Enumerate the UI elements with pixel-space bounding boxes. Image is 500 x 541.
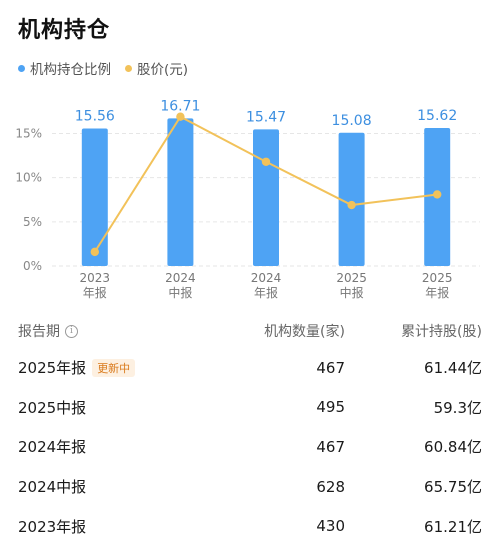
y-tick-label: 0% [23,259,42,273]
header-period: 报告期 i [18,321,218,341]
x-tick-label: 2024 [165,271,196,285]
bar [167,118,194,266]
cell-count: 467 [316,437,345,456]
header-count: 机构数量(家) [264,324,345,340]
cell-period: 2023年报 [18,517,87,536]
legend-dot-yellow-icon [125,64,132,72]
x-tick-label: 2024 [251,271,282,285]
legend-label: 股价(元) [137,62,189,78]
x-tick-label: 年报 [425,285,449,300]
holdings-table: 报告期 i 机构数量(家) 累计持股(股) 2025年报 更新中 467 61.44亿… [0,314,500,541]
cell-shares: 60.84亿 [424,438,482,457]
cell-count: 628 [316,477,345,496]
x-tick-label: 2025 [422,271,453,285]
legend-label: 机构持仓比例 [30,62,111,78]
price-point [433,190,442,199]
price-point [176,112,185,121]
x-tick-label: 2023 [80,271,111,285]
y-tick-label: 15% [15,127,42,141]
cell-period: 2025年报 更新中 [18,357,218,378]
cell-shares: 59.3亿 [433,398,482,417]
header-shares: 累计持股(股) [401,324,482,340]
cell-period: 2025中报 [18,398,87,417]
price-point [347,200,356,210]
table-row[interactable]: 2024中报 628 65.75亿 [0,467,500,507]
x-tick-label: 年报 [83,285,107,300]
status-badge: 更新中 [92,358,136,377]
x-tick-label: 中报 [168,285,192,300]
x-tick-label: 2025 [336,271,367,285]
legend-dot-blue-icon [18,64,25,72]
cell-shares: 61.21亿 [424,517,482,536]
x-tick-label: 中报 [340,285,364,300]
bar-value-label: 15.56 [75,109,115,125]
bar [81,128,108,266]
legend-item-holding-ratio[interactable]: 机构持仓比例 [18,58,111,78]
price-point [90,247,100,257]
x-tick-label: 年报 [254,285,278,300]
y-tick-label: 10% [15,171,42,185]
cell-period: 2024中报 [18,478,87,497]
cell-shares: 61.44亿 [424,359,482,378]
table-row[interactable]: 2025中报 495 59.3亿 [0,388,500,428]
bar [338,132,365,266]
bar-value-label: 15.08 [332,113,372,129]
cell-count: 495 [316,398,345,417]
bar-value-label: 16.71 [160,98,200,114]
table-row[interactable]: 2025年报 更新中 467 61.44亿 [0,348,500,388]
bar-value-label: 15.47 [246,109,286,125]
table-header: 报告期 i 机构数量(家) 累计持股(股) [0,314,500,348]
cell-count: 430 [316,517,345,536]
table-row[interactable]: 2024年报 467 60.84亿 [0,427,500,467]
cell-shares: 65.75亿 [424,478,482,497]
info-icon[interactable]: i [65,324,78,338]
bar-value-label: 15.62 [417,108,457,124]
chart-legend: 机构持仓比例 股价(元) [18,58,202,78]
bar [253,129,279,266]
cell-period: 2024年报 [18,438,87,457]
table-row[interactable]: 2023年报 430 61.21亿 [0,506,500,541]
legend-item-price[interactable]: 股价(元) [125,58,188,78]
cell-count: 467 [316,358,345,377]
page-title: 机构持仓 [18,18,111,43]
y-tick-label: 5% [23,215,42,229]
price-point [261,157,271,166]
